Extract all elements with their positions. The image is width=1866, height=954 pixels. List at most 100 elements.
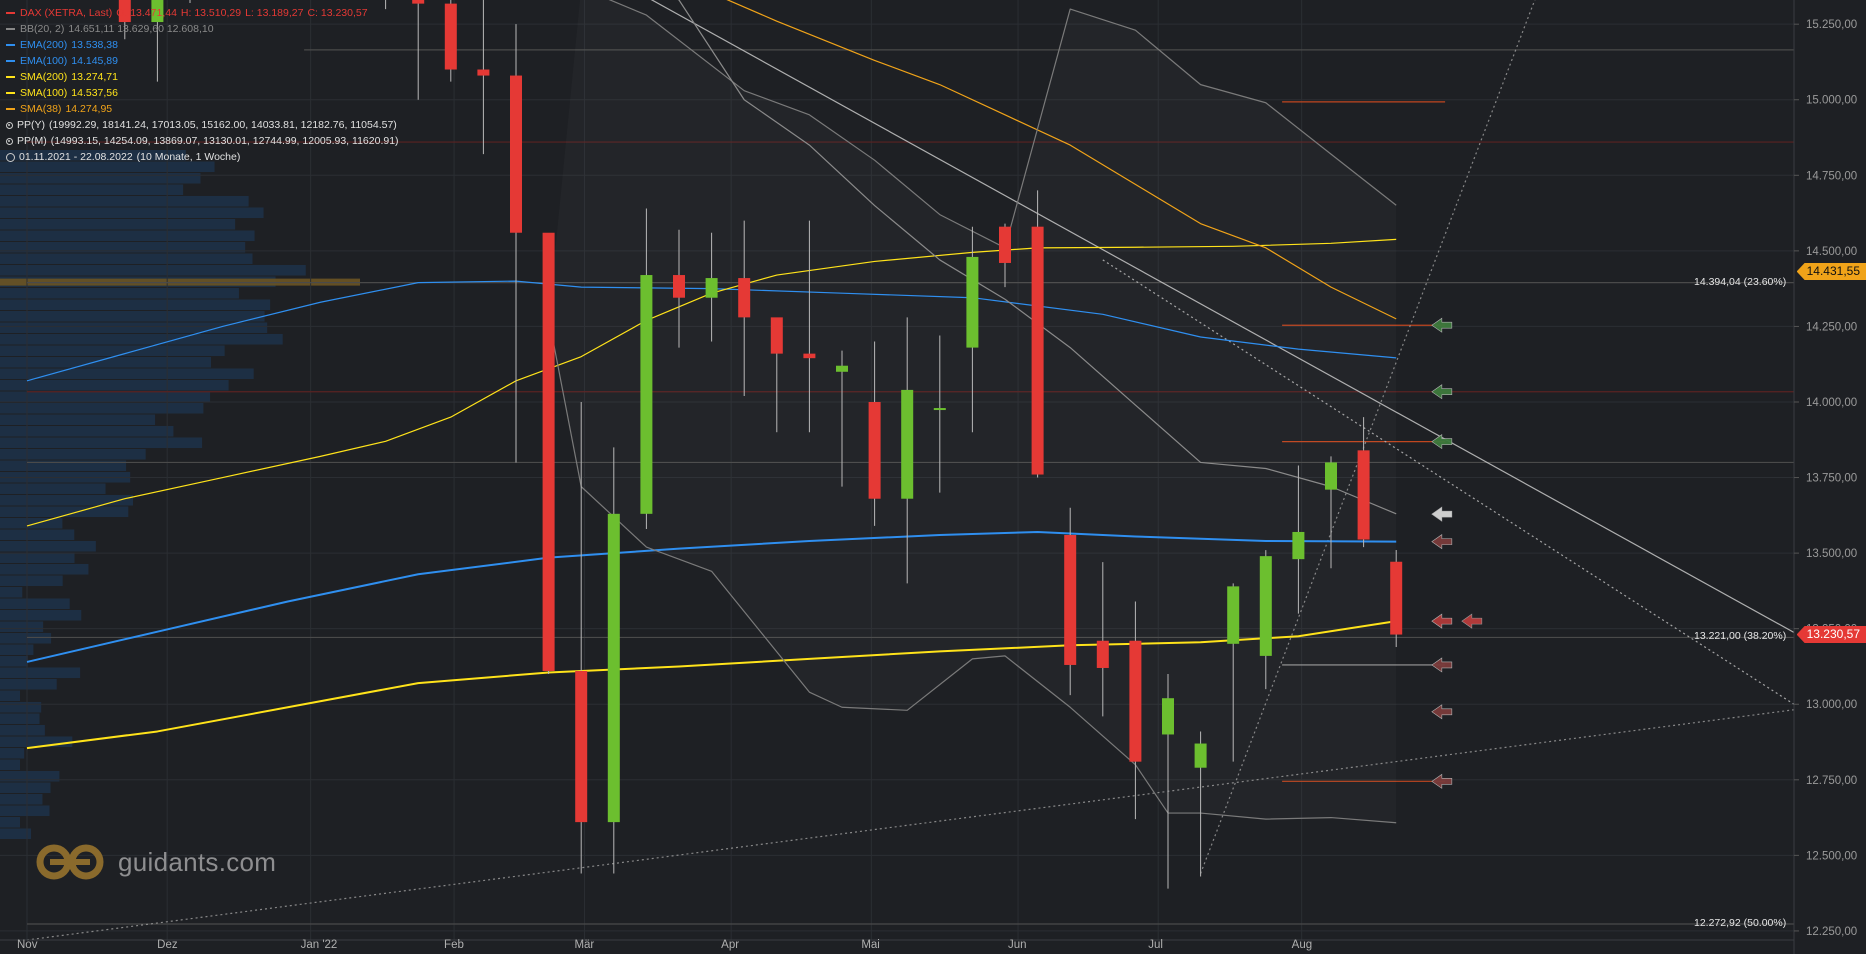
legend-dax-close: C: 13.230,57	[307, 7, 368, 19]
candle-body	[1259, 556, 1272, 656]
volume-profile-bar	[0, 311, 265, 322]
volume-profile-bar	[0, 587, 23, 598]
volume-profile-bar	[0, 759, 20, 770]
y-tick-label: 15.000,00	[1806, 95, 1857, 107]
volume-profile-bar	[0, 391, 211, 402]
candle-body	[868, 401, 881, 499]
x-tick-label: Dez	[157, 939, 178, 951]
volume-profile-bar	[0, 794, 43, 805]
volume-profile-bar	[0, 598, 70, 609]
signal-arrow-icon	[1431, 506, 1453, 522]
candle-body	[1162, 698, 1174, 735]
volume-profile-bar	[0, 725, 45, 736]
series-sma-200-	[26, 620, 1397, 750]
y-tick-label: 14.500,00	[1806, 246, 1857, 258]
sma200-line-icon	[6, 76, 15, 78]
candle-body	[738, 278, 751, 318]
y-tick-label: 12.250,00	[1806, 926, 1857, 938]
pivot-icon	[6, 137, 13, 145]
legend-ema100-label: EMA(100)	[20, 55, 68, 67]
volume-profile-bar	[0, 299, 271, 310]
volume-profile-bar	[0, 575, 63, 586]
candle-body	[966, 256, 979, 348]
volume-profile-bar	[0, 357, 212, 368]
volume-profile-bar	[0, 506, 129, 517]
sma100-line-icon	[6, 92, 15, 94]
candle-body	[770, 317, 783, 354]
volume-profile-bar	[0, 403, 204, 414]
ema200-line-icon	[6, 44, 15, 46]
volume-profile-bar	[0, 828, 32, 839]
volume-profile-bar	[0, 633, 52, 644]
y-tick-label: 13.500,00	[1806, 548, 1857, 560]
y-axis-panel	[1794, 0, 1866, 954]
legend-sma200-value: 13.274,71	[71, 71, 118, 83]
volume-profile-bar	[0, 230, 255, 241]
candle-body	[901, 389, 914, 499]
x-tick-label: Feb	[444, 939, 464, 951]
volume-profile-bar	[0, 426, 174, 437]
volume-profile-bar	[0, 644, 34, 655]
candle-body	[1227, 586, 1240, 644]
y-tick-label: 14.750,00	[1806, 170, 1857, 182]
series-bb-lower	[548, 317, 1397, 824]
legend-dax: DAX (XETRA, Last) O: 13.471,44 H: 13.510…	[6, 5, 399, 21]
price-tag-sma38: 14.431,55	[1796, 263, 1866, 281]
fib-label-23-6: 14.394,04 (23.60%)	[1694, 275, 1787, 288]
legend-sma38-value: 14.274,95	[65, 103, 113, 115]
candle-body	[151, 0, 164, 23]
trend-line	[1102, 259, 1837, 732]
y-tick-label: 12.750,00	[1806, 775, 1857, 787]
trend-line	[26, 703, 1837, 941]
candle-body	[1064, 534, 1077, 665]
signal-arrow-icon	[1431, 384, 1453, 400]
sma38-line-icon	[6, 108, 15, 110]
legend-dax-open: O: 13.471,44	[116, 7, 177, 19]
volume-profile-bar	[0, 449, 146, 460]
volume-profile-bar	[0, 817, 20, 828]
legend-ppm-values: (14993.15, 14254.09, 13869.07, 13130.01,…	[50, 135, 399, 147]
trend-line	[650, 0, 1837, 657]
volume-profile-bar	[0, 265, 306, 276]
x-tick-label: Jul	[1148, 939, 1163, 951]
bb-line-icon	[6, 28, 15, 30]
y-tick-label: 15.250,00	[1806, 19, 1857, 31]
candle-body	[1096, 640, 1109, 668]
volume-profile-bar	[0, 345, 225, 356]
volume-profile-bar	[0, 414, 156, 425]
volume-profile-bar	[0, 242, 246, 253]
volume-profile-bar	[0, 161, 215, 172]
legend-dax-high: H: 13.510,29	[180, 7, 242, 19]
candle-body	[477, 69, 490, 76]
signal-arrow-icon	[1431, 657, 1453, 673]
legend-bb: BB(20, 2) 14.651,11 13.629,60 12.608,10	[6, 21, 399, 37]
volume-profile-bar	[0, 552, 75, 563]
volume-profile-bar	[0, 713, 40, 724]
volume-profile-bar	[0, 219, 236, 230]
legend-sma200: SMA(200) 13.274,71	[6, 69, 399, 85]
legend-ppm: PP(M) (14993.15, 14254.09, 13869.07, 131…	[6, 133, 399, 149]
volume-profile-bar	[0, 610, 82, 621]
candle-body	[542, 232, 555, 671]
legend-sma100-label: SMA(100)	[20, 87, 68, 99]
signal-arrow-icon	[1431, 434, 1453, 450]
y-tick-label: 13.750,00	[1806, 473, 1857, 485]
series-sma-38-	[726, 0, 1397, 320]
clock-icon	[6, 152, 15, 162]
volume-profile-bar	[0, 541, 96, 552]
volume-profile-bar	[0, 679, 57, 690]
signal-arrow-icon	[1431, 534, 1453, 550]
candle-body	[575, 670, 588, 823]
volume-profile-bar	[0, 702, 42, 713]
candle-body	[510, 75, 522, 233]
candle-body	[118, 0, 131, 23]
legend-ppm-label: PP(M)	[17, 135, 47, 147]
candle-body	[1325, 462, 1337, 490]
chart-legend: DAX (XETRA, Last) O: 13.471,44 H: 13.510…	[6, 5, 399, 165]
volume-profile-bar	[0, 380, 229, 391]
legend-ema100-value: 14.145,89	[71, 55, 118, 67]
legend-dax-low: L: 13.189,27	[245, 7, 304, 19]
legend-ppy: PP(Y) (19992.29, 18141.24, 17013.05, 151…	[6, 117, 399, 133]
legend-range-label: 01.11.2021 - 22.08.2022	[19, 151, 133, 163]
